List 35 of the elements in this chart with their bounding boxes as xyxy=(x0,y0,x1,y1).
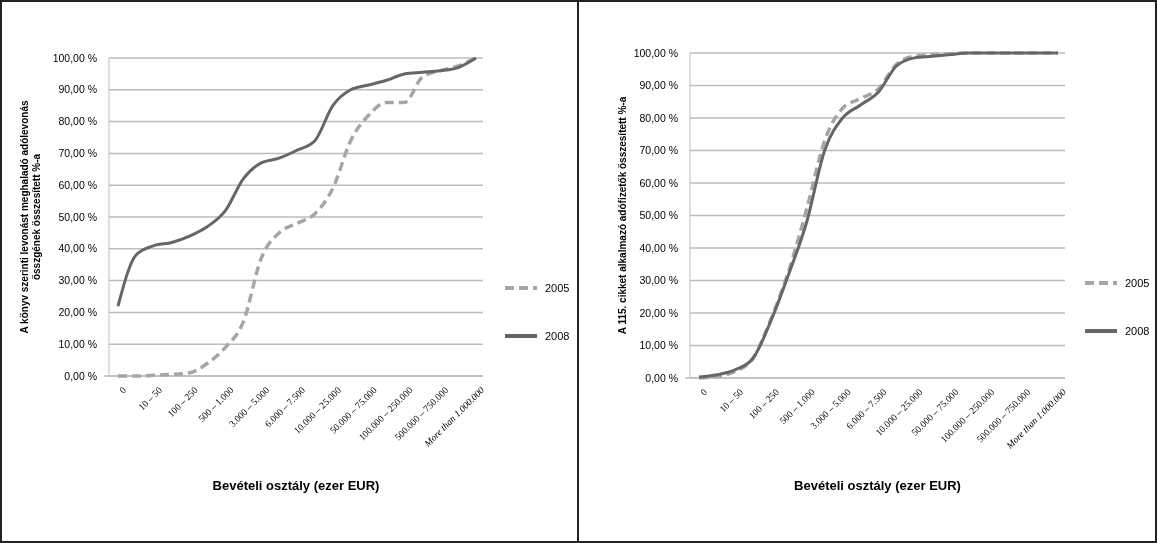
x-axis-title: Bevételi osztály (ezer EUR) xyxy=(212,478,380,493)
y-tick-label: 40,00 % xyxy=(58,242,97,255)
x-tick-label: 0 xyxy=(117,384,129,396)
y-axis-title: A könyv szerinti levonást meghaladó adólevonás összgének összesített %-a xyxy=(19,100,42,334)
y-axis-title: A 115. cikket alkalmazó adófizetők összesített %-a xyxy=(616,96,628,335)
y-tick-label: 50,00 % xyxy=(639,209,678,222)
line-series xyxy=(116,56,478,308)
y-tick-label: 10,00 % xyxy=(58,337,97,350)
y-tick-label: 90,00 % xyxy=(639,79,678,92)
y-tick-label: 10,00 % xyxy=(639,339,678,352)
y-tick-label: 40,00 % xyxy=(639,241,678,254)
y-tick-label: 0,00 % xyxy=(64,369,97,382)
y-tick-label: 80,00 % xyxy=(58,115,97,128)
x-tick-label: 0 xyxy=(698,386,710,398)
y-tick-label: 70,00 % xyxy=(639,144,678,157)
x-tick-label: 10 – 50 xyxy=(136,384,165,413)
y-tick-label: 30,00 % xyxy=(58,274,97,287)
y-tick-label: 60,00 % xyxy=(639,176,678,189)
y-tick-label: 80,00 % xyxy=(639,111,678,124)
y-tick-label: 100,00 % xyxy=(633,46,678,59)
y-tick-label: 100,00 % xyxy=(52,51,97,64)
x-tick-label: 10 – 50 xyxy=(717,386,746,415)
y-tick-label: 30,00 % xyxy=(639,274,678,287)
y-tick-label: 50,00 % xyxy=(58,210,97,223)
legend-label: 2008 xyxy=(545,329,570,342)
y-tick-label: 0,00 % xyxy=(645,371,678,384)
legend-label: 2005 xyxy=(545,281,570,294)
legend-label: 2008 xyxy=(1125,324,1150,337)
y-tick-label: 20,00 % xyxy=(639,306,678,319)
y-tick-label: 60,00 % xyxy=(58,178,97,191)
y-tick-label: 90,00 % xyxy=(58,83,97,96)
legend-label: 2005 xyxy=(1125,276,1150,289)
y-tick-label: 20,00 % xyxy=(58,306,97,319)
x-axis-title: Bevételi osztály (ezer EUR) xyxy=(794,478,961,493)
y-tick-label: 70,00 % xyxy=(58,147,97,160)
